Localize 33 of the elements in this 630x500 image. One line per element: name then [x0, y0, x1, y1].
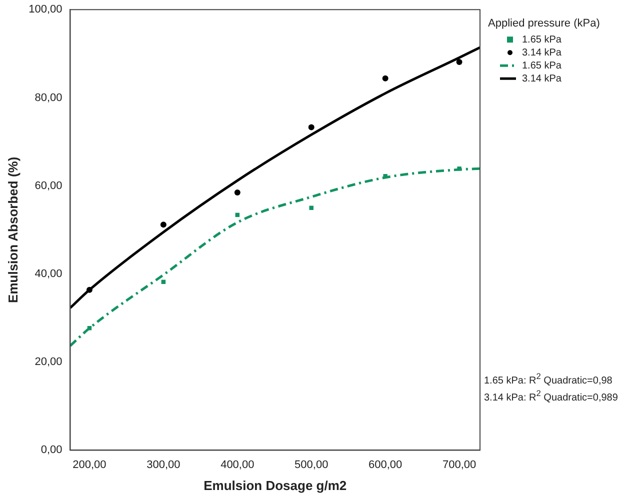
point	[160, 222, 166, 228]
text: 1.65 kPa: R$^{2}$ Quadratic=0,98	[484, 370, 614, 388]
x-tick-label: 600,00	[368, 458, 402, 471]
y-axis-title: Emulsion Absorbed (%)	[5, 156, 20, 303]
point	[234, 189, 240, 196]
point	[456, 59, 462, 66]
x-tick-label: 400,00	[220, 458, 254, 471]
x-tick-label: 300,00	[146, 458, 180, 471]
text: 3.14 kPa: R$^{2}$ Quadratic=0,989	[484, 387, 618, 405]
legend-title: Applied pressure (kPa)	[488, 18, 600, 30]
y-tick-label: 0,00	[40, 444, 62, 456]
point	[309, 206, 314, 210]
y-tick-label: 40,00	[34, 268, 62, 280]
point	[87, 326, 92, 330]
x-axis-title: Emulsion Dosage g/m2	[204, 478, 347, 493]
legend-label: 3.14 kPa	[522, 73, 562, 84]
legend-label: 3.14 kPa	[522, 47, 562, 58]
y-tick-label: 100,00	[28, 4, 62, 16]
point	[382, 75, 388, 82]
point	[457, 166, 462, 171]
y-tick-label: 20,00	[34, 356, 62, 368]
point	[308, 124, 314, 130]
y-tick-label: 60,00	[34, 180, 62, 192]
point	[86, 286, 92, 293]
line-series	[70, 167, 480, 348]
x-tick-label: 200,00	[72, 458, 106, 471]
x-tick-label: 700,00	[442, 458, 476, 471]
x-tick-label: 500,00	[294, 458, 328, 471]
legend-label: 1.65 kPa	[522, 60, 562, 72]
line-series	[70, 46, 480, 310]
legend-label: 1.65 kPa	[522, 34, 562, 46]
point	[383, 174, 388, 178]
y-tick-label: 80,00	[34, 92, 62, 104]
